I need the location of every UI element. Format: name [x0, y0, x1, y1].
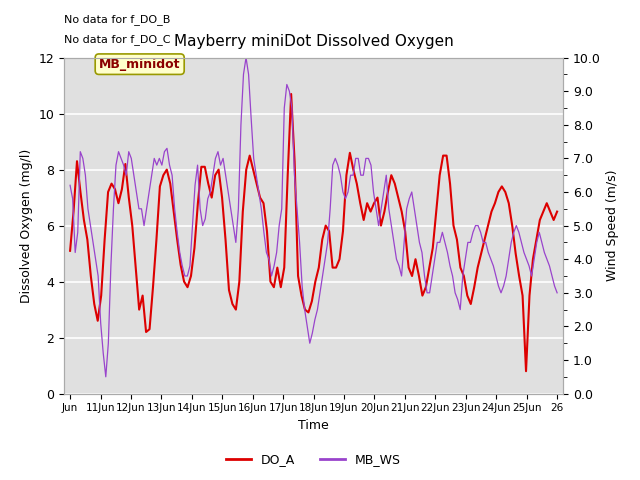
- MB_WS: [268, 273, 275, 279]
- Text: No data for f_DO_C: No data for f_DO_C: [64, 34, 170, 45]
- Line: DO_A: DO_A: [70, 94, 557, 371]
- MB_WS: [242, 55, 250, 60]
- DO_A: [287, 91, 295, 97]
- MB_WS: [127, 156, 135, 161]
- Text: MB_minidot: MB_minidot: [99, 58, 180, 71]
- MB_WS: [102, 374, 109, 380]
- MB_WS: [273, 250, 280, 255]
- MB_WS: [67, 182, 74, 188]
- DO_A: [67, 248, 74, 253]
- Y-axis label: Wind Speed (m/s): Wind Speed (m/s): [606, 170, 620, 281]
- Y-axis label: Dissolved Oxygen (mg/l): Dissolved Oxygen (mg/l): [20, 148, 33, 303]
- DO_A: [325, 228, 333, 234]
- DO_A: [502, 189, 509, 195]
- Legend: DO_A, MB_WS: DO_A, MB_WS: [221, 448, 406, 471]
- DO_A: [305, 310, 312, 315]
- DO_A: [387, 172, 395, 178]
- MB_WS: [378, 206, 385, 212]
- MB_WS: [316, 290, 324, 296]
- DO_A: [553, 209, 561, 215]
- MB_WS: [553, 290, 561, 296]
- Text: No data for f_DO_B: No data for f_DO_B: [64, 14, 170, 25]
- DO_A: [377, 223, 385, 228]
- Line: MB_WS: MB_WS: [70, 58, 557, 377]
- DO_A: [522, 368, 530, 374]
- MB_WS: [349, 172, 357, 178]
- X-axis label: Time: Time: [298, 419, 329, 432]
- Title: Mayberry miniDot Dissolved Oxygen: Mayberry miniDot Dissolved Oxygen: [173, 35, 454, 49]
- DO_A: [215, 167, 223, 172]
